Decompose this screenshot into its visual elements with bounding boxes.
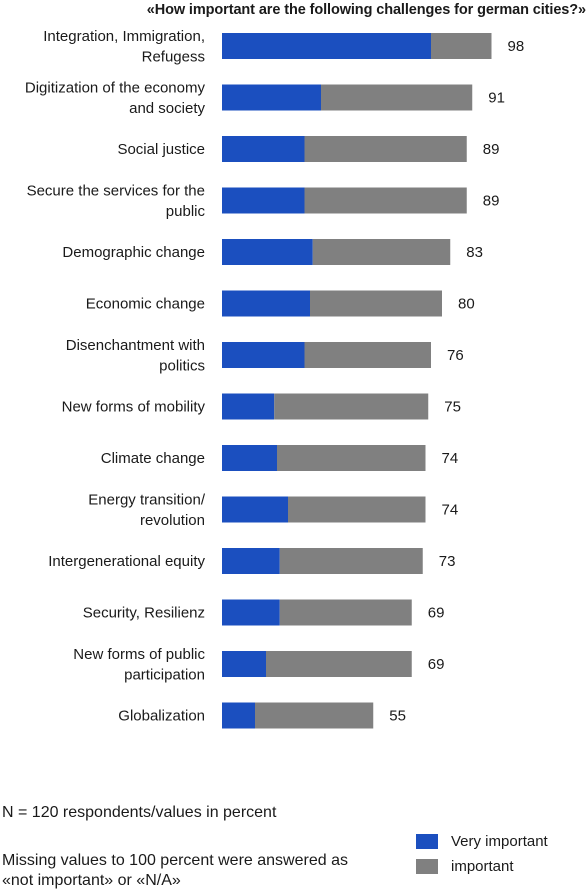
chart-title: «How important are the following challen… bbox=[146, 2, 586, 18]
bar-very-important-intergenerational-equity bbox=[222, 548, 280, 574]
category-label-economic-change: Economic change bbox=[86, 296, 205, 313]
category-label-disenchantment-with-politics: Disenchantment with politics bbox=[66, 337, 205, 375]
bar-important-integration-immigration-refugess bbox=[431, 33, 492, 59]
bar-important-globalization bbox=[255, 702, 374, 729]
bar-very-important-security-resilienz bbox=[222, 599, 280, 626]
bar-important-digitization-of-the-economy-and-society bbox=[321, 84, 473, 111]
category-label-integration-immigration-refugess: Integration, Immigration, Refugess bbox=[43, 28, 205, 66]
category-label-digitization-of-the-economy-and-society: Digitization of the economy and society bbox=[25, 79, 206, 117]
bar-important-intergenerational-equity bbox=[279, 548, 423, 574]
bar-chart: Integration, Immigration, Refugess 98 Digit… bbox=[25, 28, 525, 729]
category-label-new-forms-of-public-participation: New forms of public participation bbox=[73, 646, 205, 684]
category-label-climate-change: Climate change bbox=[101, 450, 205, 467]
legend-item-important: important bbox=[416, 858, 514, 875]
bar-very-important-new-forms-of-public-participation bbox=[222, 651, 266, 677]
bar-very-important-new-forms-of-mobility bbox=[222, 393, 275, 420]
bar-important-disenchantment-with-politics bbox=[304, 342, 431, 368]
value-label-new-forms-of-mobility: 75 bbox=[444, 399, 461, 416]
value-label-integration-immigration-refugess: 98 bbox=[508, 38, 525, 55]
bar-important-social-justice bbox=[304, 136, 467, 162]
bar-very-important-climate-change bbox=[222, 445, 277, 471]
missing-values-note: Missing values to 100 percent were answe… bbox=[2, 852, 348, 889]
value-label-globalization: 55 bbox=[389, 708, 406, 725]
bar-important-climate-change bbox=[277, 445, 426, 471]
value-label-energy-transition-revolution: 74 bbox=[442, 502, 459, 519]
legend-swatch-very-important bbox=[416, 834, 438, 849]
bar-very-important-integration-immigration-refugess bbox=[222, 33, 431, 59]
value-label-new-forms-of-public-participation: 69 bbox=[428, 656, 445, 673]
value-label-climate-change: 74 bbox=[442, 450, 459, 467]
category-label-demographic-change: Demographic change bbox=[62, 244, 205, 261]
bar-very-important-globalization bbox=[222, 702, 255, 729]
bar-very-important-disenchantment-with-politics bbox=[222, 342, 305, 368]
bar-important-new-forms-of-public-participation bbox=[266, 651, 412, 677]
category-label-secure-the-services-for-the-public: Secure the services for the public bbox=[27, 182, 206, 220]
value-label-digitization-of-the-economy-and-society: 91 bbox=[488, 90, 505, 107]
value-label-security-resilienz: 69 bbox=[428, 605, 445, 622]
category-label-globalization: Globalization bbox=[118, 708, 205, 725]
sample-size-note: N = 120 respondents/values in percent bbox=[2, 804, 277, 821]
bar-important-security-resilienz bbox=[279, 599, 412, 626]
bar-important-new-forms-of-mobility bbox=[274, 393, 429, 420]
category-label-security-resilienz: Security, Resilienz bbox=[83, 605, 205, 622]
legend-item-very-important: Very important bbox=[416, 833, 548, 850]
bar-very-important-demographic-change bbox=[222, 239, 313, 265]
bar-important-economic-change bbox=[310, 290, 442, 317]
category-label-intergenerational-equity: Intergenerational equity bbox=[48, 553, 205, 570]
legend-label-important: important bbox=[451, 858, 514, 875]
bar-very-important-energy-transition-revolution bbox=[222, 496, 288, 523]
value-label-secure-the-services-for-the-public: 89 bbox=[483, 193, 500, 210]
value-label-social-justice: 89 bbox=[483, 141, 500, 158]
bar-important-secure-the-services-for-the-public bbox=[304, 187, 467, 214]
category-label-new-forms-of-mobility: New forms of mobility bbox=[62, 399, 206, 416]
bar-important-demographic-change bbox=[312, 239, 451, 265]
bar-very-important-secure-the-services-for-the-public bbox=[222, 187, 305, 214]
value-label-disenchantment-with-politics: 76 bbox=[447, 347, 464, 364]
category-label-social-justice: Social justice bbox=[117, 141, 205, 158]
category-label-energy-transition-revolution: Energy transition/revolution bbox=[88, 491, 206, 529]
bar-important-energy-transition-revolution bbox=[288, 496, 426, 523]
value-label-intergenerational-equity: 73 bbox=[439, 553, 456, 570]
bar-very-important-economic-change bbox=[222, 290, 310, 317]
bar-very-important-digitization-of-the-economy-and-society bbox=[222, 84, 321, 111]
value-label-economic-change: 80 bbox=[458, 296, 475, 313]
legend-label-very-important: Very important bbox=[451, 833, 548, 850]
legend-swatch-important bbox=[416, 859, 438, 874]
bar-very-important-social-justice bbox=[222, 136, 305, 162]
value-label-demographic-change: 83 bbox=[466, 244, 483, 261]
